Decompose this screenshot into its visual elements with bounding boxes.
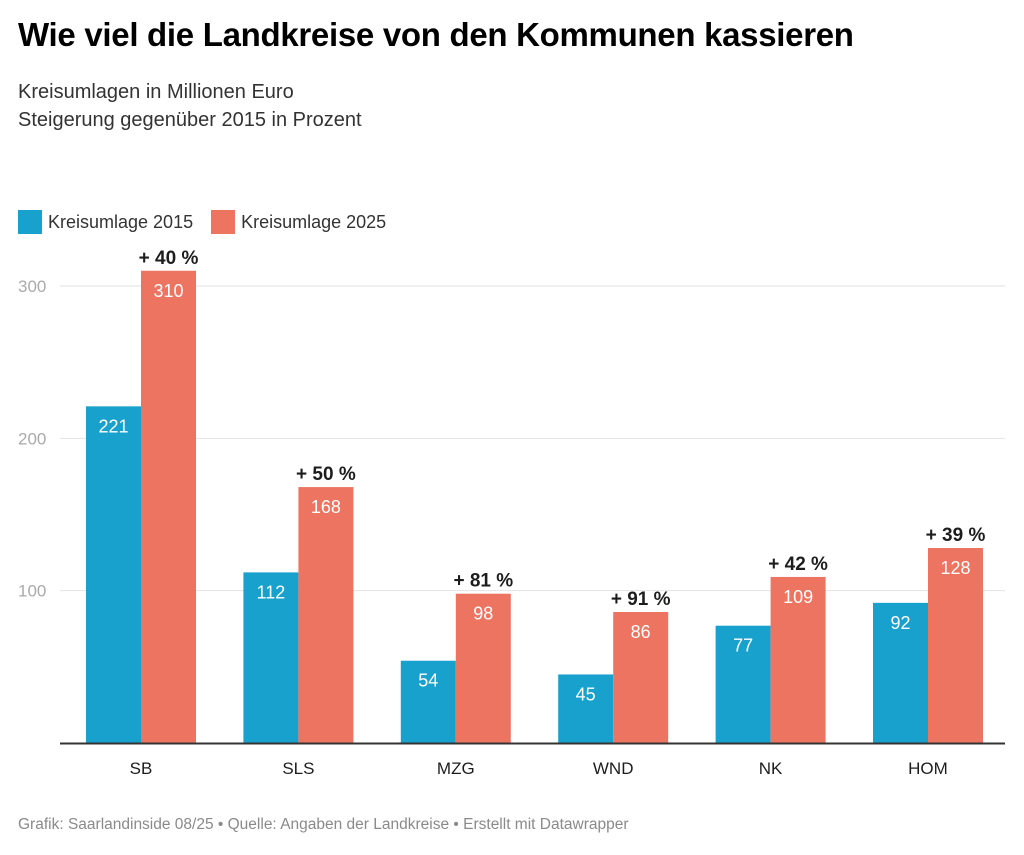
change-annotation-mzg: + 81 %: [453, 571, 513, 592]
data-label-mzg-2025: 98: [473, 604, 493, 624]
chart-title: Wie viel die Landkreise von den Kommunen…: [18, 16, 854, 53]
data-label-wnd-2015: 45: [576, 684, 596, 704]
x-tick-label-wnd: WND: [593, 759, 634, 778]
data-label-sb-2025: 310: [153, 281, 183, 301]
bar-sls-2015: [243, 572, 299, 743]
legend-swatch-2025: [211, 210, 236, 234]
data-label-mzg-2015: 54: [418, 671, 438, 691]
data-label-sls-2015: 112: [257, 582, 286, 602]
legend-label-2025: Kreisumlage 2025: [241, 211, 387, 232]
x-tick-label-sb: SB: [130, 759, 153, 778]
data-label-sls-2025: 168: [311, 497, 341, 517]
data-label-nk-2025: 109: [783, 587, 813, 607]
legend-item-2025: Kreisumlage 2025: [211, 210, 386, 234]
bar-nk-2015: [715, 625, 771, 743]
data-label-sb-2015: 221: [98, 416, 128, 436]
x-tick-label-mzg: MZG: [437, 759, 475, 778]
y-tick-label-300: 300: [18, 277, 46, 296]
bar-hom-2025: [928, 548, 983, 743]
data-label-hom-2025: 128: [940, 558, 970, 578]
x-tick-label-nk: NK: [759, 759, 783, 778]
data-label-hom-2015: 92: [890, 613, 910, 633]
bar-sls-2025: [298, 487, 354, 743]
change-annotation-sls: + 50 %: [296, 464, 356, 485]
bar-wnd-2025: [613, 611, 669, 743]
change-annotation-hom: + 39 %: [926, 525, 986, 546]
legend-swatch-2015: [18, 210, 42, 234]
y-tick-label-200: 200: [18, 429, 46, 448]
legend-label-2015: Kreisumlage 2015: [48, 211, 194, 232]
bar-sb-2025: [141, 270, 196, 743]
change-annotation-nk: + 42 %: [768, 554, 828, 575]
bar-nk-2025: [770, 576, 826, 743]
footer-credits: Grafik: Saarlandinside 08/25 • Quelle: A…: [18, 816, 629, 833]
legend: Kreisumlage 2015 Kreisumlage 2025: [18, 210, 404, 234]
y-tick-label-100: 100: [18, 582, 46, 601]
data-label-nk-2015: 77: [733, 636, 753, 656]
change-annotation-wnd: + 91 %: [611, 589, 671, 610]
subtitle-line-2: Steigerung gegenüber 2015 in Prozent: [18, 109, 362, 131]
x-tick-label-sls: SLS: [282, 759, 314, 778]
chart-subtitle: Kreisumlagen in Millionen Euro Steigerun…: [18, 78, 362, 134]
bar-mzg-2025: [455, 593, 511, 743]
bar-wnd-2015: [558, 674, 614, 743]
legend-item-2015: Kreisumlage 2015: [18, 210, 193, 234]
data-label-wnd-2025: 86: [631, 622, 651, 642]
bar-hom-2015: [873, 602, 928, 743]
bar-mzg-2015: [400, 660, 456, 743]
x-tick-label-hom: HOM: [908, 759, 948, 778]
subtitle-line-1: Kreisumlagen in Millionen Euro: [18, 81, 294, 103]
change-annotation-sb: + 40 %: [139, 248, 199, 269]
bar-sb-2015: [86, 406, 141, 743]
